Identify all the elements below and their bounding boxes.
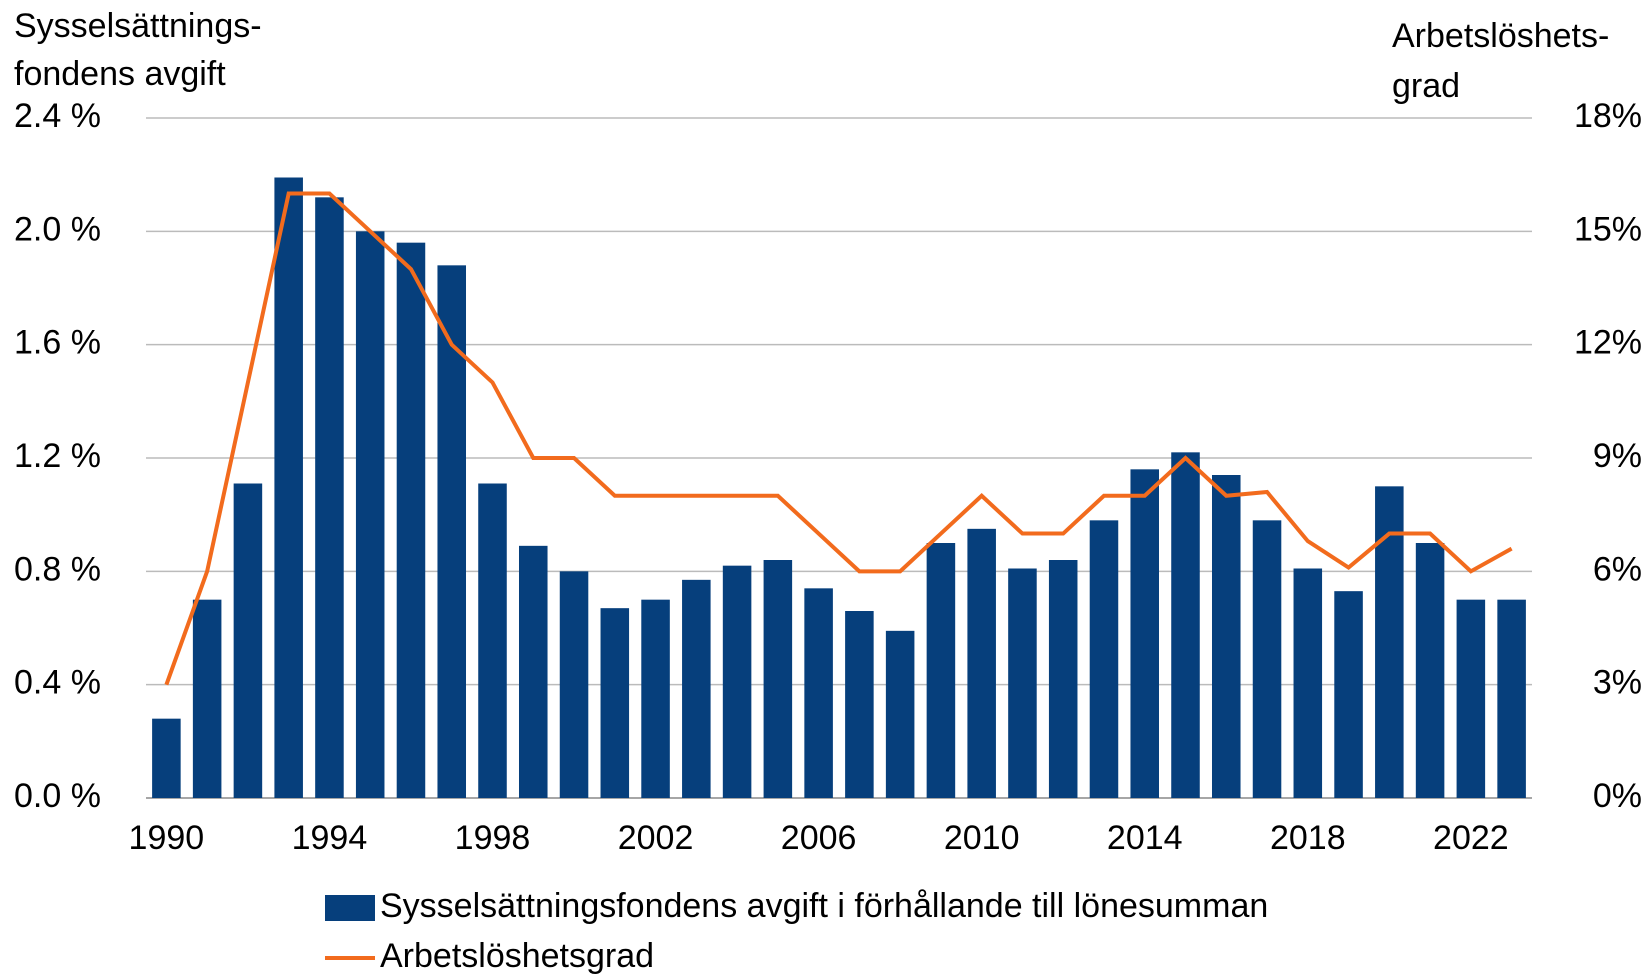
bar [1334,591,1363,798]
y-axis-title: Sysselsättnings- [14,7,262,45]
bar [1008,568,1037,798]
bar [1130,469,1160,798]
bar [1211,475,1241,798]
bar [804,588,833,798]
y-tick-label: 1.6 % [14,324,101,362]
bar [722,565,752,798]
bar [967,528,996,798]
x-tick-label: 2022 [1433,819,1509,857]
bar [1456,599,1486,798]
bar [518,545,548,798]
bar [233,483,263,798]
y2-tick-label: 12% [1574,324,1642,362]
x-tick-label: 1990 [129,819,205,857]
y2-tick-label: 3% [1593,664,1642,702]
bar [559,571,589,798]
y-axis-title: fondens avgift [14,55,226,93]
legend-label: Arbetslöshetsgrad [380,937,654,975]
y-tick-label: 2.4 % [14,97,101,135]
bar [885,630,915,798]
bar [315,197,344,799]
y2-axis-title: grad [1392,67,1460,105]
bar [355,231,385,799]
bar [1293,568,1323,798]
bar [274,177,303,798]
bar [396,242,426,798]
bar [1497,599,1526,798]
bar [926,543,956,798]
bar [1089,520,1119,798]
y-tick-label: 0.0 % [14,777,101,815]
bar [1048,560,1078,798]
bar [1415,543,1445,798]
bar [641,599,670,798]
y2-axis-title: Arbetslöshets- [1392,17,1609,55]
y2-tick-label: 9% [1593,437,1642,475]
bar [478,483,507,798]
bar [600,608,630,798]
y2-tick-label: 6% [1593,550,1642,588]
y-tick-label: 0.8 % [14,550,101,588]
y2-tick-label: 0% [1593,777,1642,815]
x-tick-label: 1998 [455,819,531,857]
bar [845,611,874,798]
y-tick-label: 1.2 % [14,437,101,475]
legend-label: Sysselsättningsfondens avgift i förhålla… [380,887,1268,925]
bar [1252,520,1282,798]
y-tick-label: 0.4 % [14,664,101,702]
x-tick-label: 2010 [944,819,1020,857]
x-tick-label: 2006 [781,819,857,857]
line [164,191,1513,686]
legend-swatch [325,895,375,921]
x-tick-label: 2002 [618,819,694,857]
bar [1171,452,1200,798]
x-tick-label: 2014 [1107,819,1183,857]
bar [192,599,222,798]
x-tick-label: 1994 [292,819,368,857]
y-tick-label: 2.0 % [14,210,101,248]
bar [1375,486,1404,798]
bar [682,579,711,798]
bar [152,718,181,798]
bar [763,560,793,798]
x-tick-label: 2018 [1270,819,1346,857]
y2-tick-label: 15% [1574,210,1642,248]
y2-tick-label: 18% [1574,97,1642,135]
